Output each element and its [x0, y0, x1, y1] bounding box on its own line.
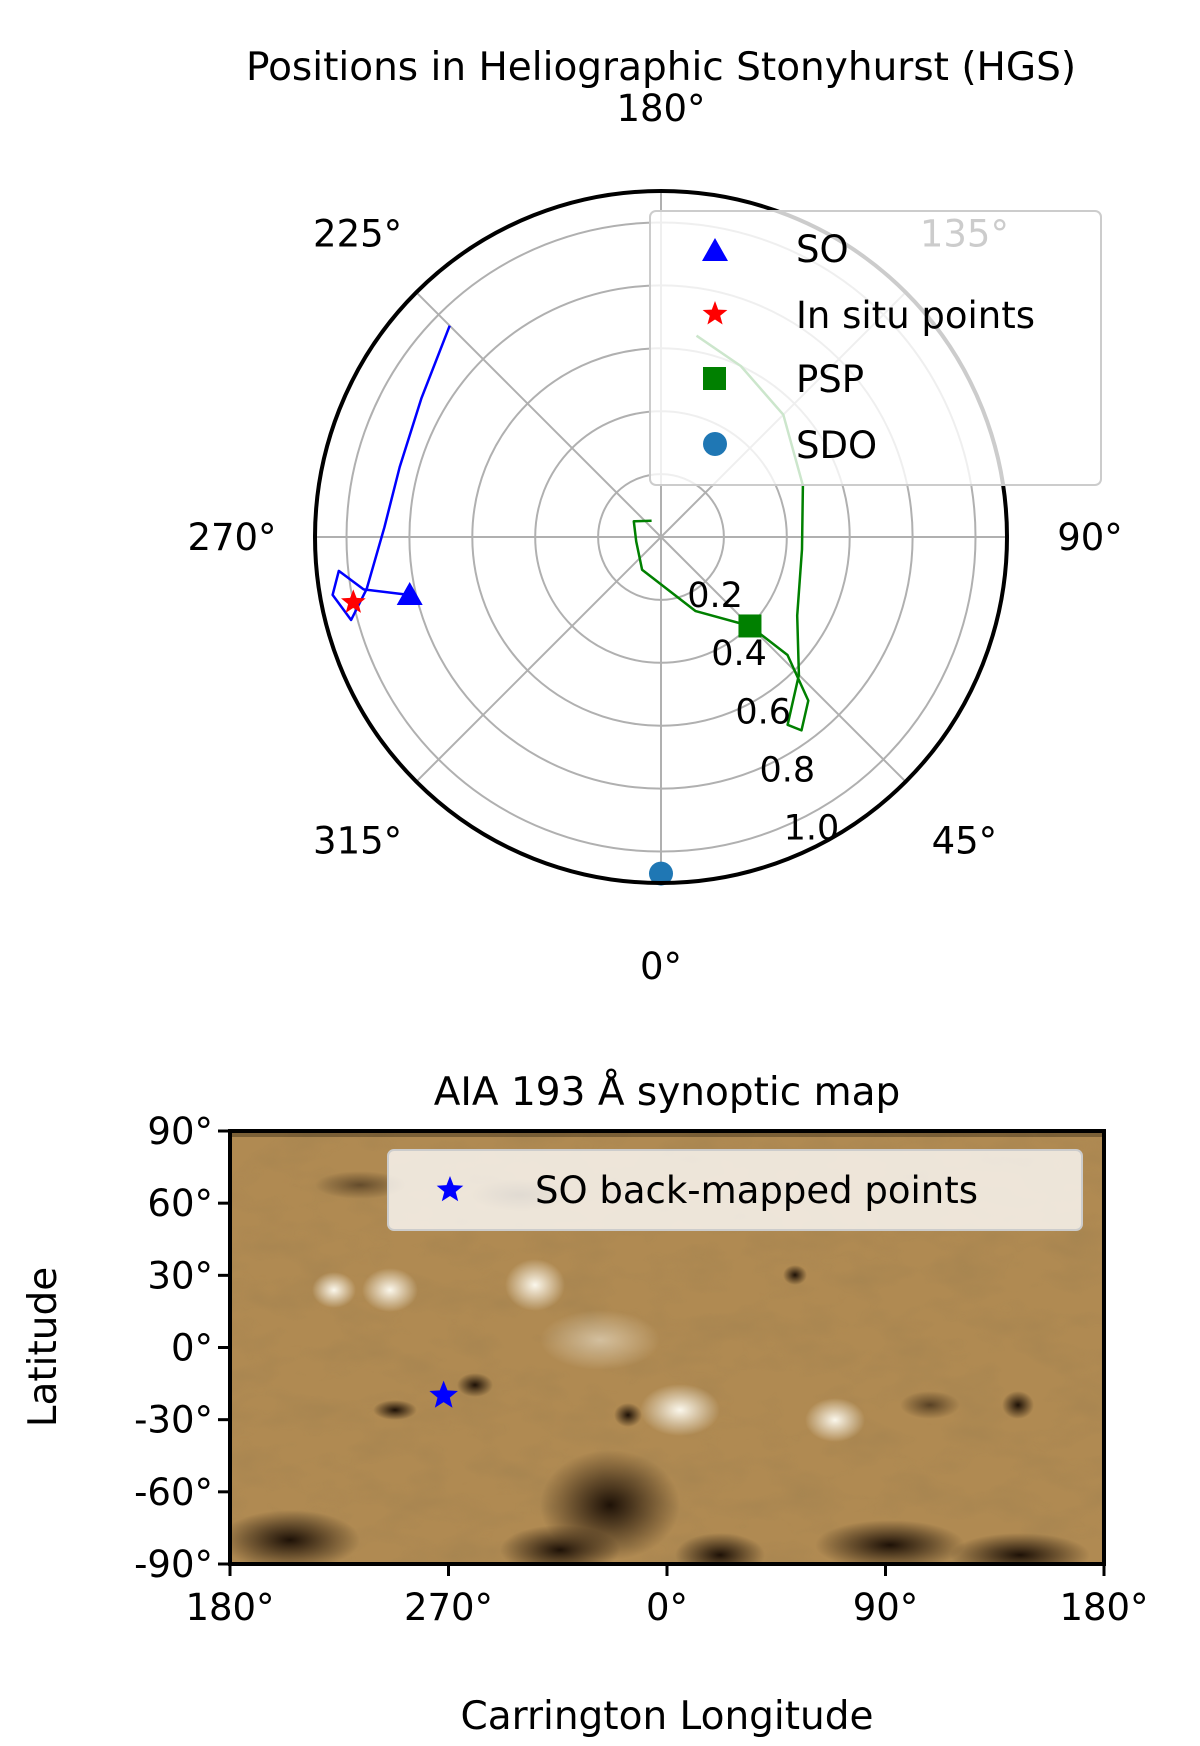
legend-so-label: SO: [796, 228, 849, 271]
polar-theta-tick-label: 90°: [1057, 516, 1123, 559]
polar-r-tick-label: 0.6: [735, 692, 791, 732]
legend-psp-marker: [703, 367, 726, 390]
polar-theta-tick-label: 270°: [187, 516, 276, 559]
polar-legend: SO In situ points PSP SDO: [649, 210, 1102, 486]
polar-theta-gridline: [660, 536, 907, 783]
polar-theta-gridline: [415, 536, 662, 783]
map-y-tick-label: -90°: [134, 1543, 213, 1586]
map-y-tick-label: 90°: [147, 1110, 213, 1153]
map-x-tick-label: 180°: [1059, 1586, 1148, 1629]
map-legend-star-marker: [436, 1176, 464, 1202]
legend-insitu-label: In situ points: [796, 294, 1035, 337]
map-legend-box: [387, 1149, 1083, 1231]
map-x-ticks: 180° 270° 0° 90° 180°: [185, 1564, 1149, 1629]
map-x-tick-label: 180°: [185, 1586, 274, 1629]
polar-r-tick-label: 0.8: [759, 751, 815, 791]
polar-marker-psp: [738, 614, 762, 638]
polar-marker-sdo: [649, 861, 673, 886]
legend-insitu-marker: [702, 301, 728, 325]
polar-theta-labels: 0°45°90°135°180°225°270°315°: [187, 87, 1122, 988]
polar-theta-tick-label: 225°: [313, 213, 402, 256]
map-x-tick-label: 90°: [853, 1586, 919, 1629]
map-y-tick-label: 0°: [171, 1327, 213, 1370]
polar-theta-gridline: [415, 291, 662, 538]
polar-r-tick-label: 0.2: [687, 576, 743, 616]
map-title: AIA 193 Å synoptic map: [434, 1068, 901, 1115]
map-y-tick-label: -30°: [134, 1399, 213, 1442]
map-y-tick-label: 30°: [147, 1254, 213, 1297]
polar-outer-circle: [313, 189, 1009, 885]
polar-theta-tick-label: 315°: [313, 819, 402, 862]
polar-r-tick-label: 0.4: [711, 634, 767, 674]
map-legend-label: SO back-mapped points: [535, 1169, 978, 1212]
legend-sdo-marker: [703, 432, 727, 456]
polar-theta-tick-label: 180°: [616, 87, 705, 130]
map-legend: SO back-mapped points: [387, 1149, 1083, 1231]
polar-plot: Positions in Heliographic Stonyhurst (HG…: [187, 45, 1122, 988]
map-y-ticks: 90° 60° 30° 0° -30° -60° -90°: [134, 1110, 230, 1586]
polar-theta-tick-label: 0°: [640, 945, 682, 988]
polar-r-labels: 0.2 0.4 0.6 0.8 1.0: [687, 576, 839, 849]
legend-so-marker: [702, 238, 728, 261]
polar-title: Positions in Heliographic Stonyhurst (HG…: [246, 45, 1076, 90]
polar-trajectory-so: [331, 325, 451, 622]
map-x-axis-label: Carrington Longitude: [460, 1694, 873, 1739]
polar-markers: [341, 582, 762, 886]
map-marker-so-back-mapped: [429, 1380, 458, 1408]
map-y-tick-label: -60°: [134, 1471, 213, 1514]
map-markers: [429, 1380, 458, 1408]
legend-sdo-label: SDO: [796, 424, 877, 467]
synoptic-map-plot: AIA 193 Å synoptic map: [21, 1068, 1149, 1739]
map-y-axis-label: Latitude: [21, 1267, 66, 1428]
polar-marker-in-situ-points: [341, 589, 366, 613]
polar-legend-box: [649, 210, 1102, 486]
map-x-tick-label: 0°: [646, 1586, 688, 1629]
polar-r-tick-label: 1.0: [784, 809, 840, 849]
map-x-tick-label: 270°: [404, 1586, 493, 1629]
polar-theta-tick-label: 45°: [932, 819, 998, 862]
legend-psp-label: PSP: [796, 358, 864, 401]
map-y-tick-label: 60°: [147, 1182, 213, 1225]
polar-marker-so: [396, 582, 423, 606]
